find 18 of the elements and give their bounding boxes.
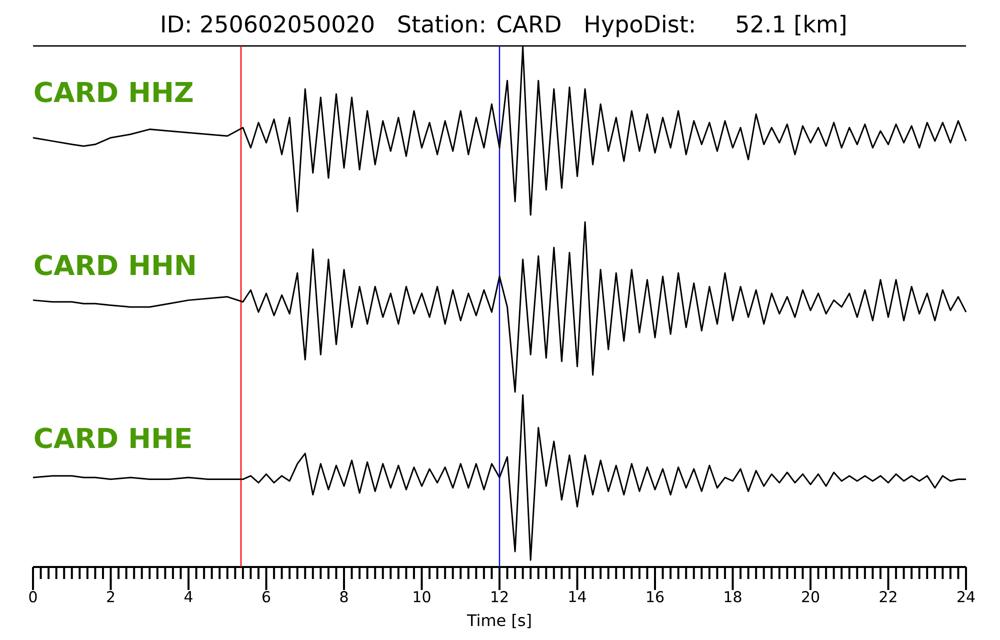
x-tick-label: 4 — [184, 591, 192, 602]
chart-title: ID: 250602050020 Station: CARD HypoDist: 52.1 [km] — [162, 14, 846, 38]
x-tick-label: 2 — [107, 591, 114, 602]
x-tick-label: 20 — [802, 591, 820, 602]
x-tick-label: 6 — [262, 591, 270, 602]
x-tick-label: 10 — [414, 591, 430, 602]
x-tick-label: 12 — [492, 591, 508, 602]
x-tick-label: 0 — [29, 591, 37, 602]
x-tick-label: 24 — [958, 591, 975, 602]
annotation: CARD HHN — [34, 254, 194, 276]
x-tick-label: 18 — [724, 591, 742, 602]
annotation: CARD HHE — [34, 428, 191, 448]
x-tick-label: 22 — [880, 591, 896, 602]
annotation: CARD HHZ — [34, 82, 193, 102]
x-tick-label: 16 — [647, 591, 664, 602]
x-tick-label: 8 — [340, 591, 348, 602]
x-tick-label: 14 — [569, 591, 586, 602]
x-axis-title: Time [s] — [466, 614, 531, 628]
